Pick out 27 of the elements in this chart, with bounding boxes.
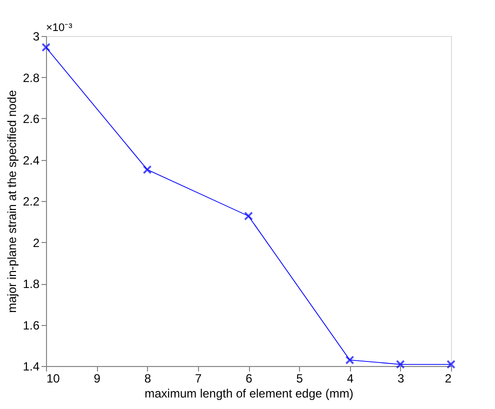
x-tick-label: 7 — [195, 372, 202, 386]
point — [396, 360, 405, 369]
point — [142, 165, 152, 174]
x-axis-title: maximum length of element edge (mm) — [144, 386, 354, 400]
x-tick-label: 9 — [94, 372, 101, 386]
x-tick-label: 4 — [346, 372, 354, 386]
x-tick-label: 3 — [398, 372, 405, 386]
y-tick-label: 2.2 — [22, 194, 40, 208]
y-tick-label: 1.8 — [22, 277, 40, 291]
text: ×10⁻³ — [46, 22, 73, 34]
point — [244, 212, 253, 220]
point — [42, 42, 50, 52]
point — [446, 360, 456, 369]
x-tick-label: 5 — [296, 372, 304, 386]
y-tick-label: 1.4 — [22, 360, 40, 374]
x-tick-label: 2 — [444, 372, 452, 386]
x-tick-label: 8 — [144, 372, 152, 386]
y-tick-label: 2.8 — [22, 70, 40, 85]
x-tick-label: 6 — [246, 372, 253, 386]
y-tick-label: 1.6 — [22, 318, 40, 332]
y-axis-title: major in-plane strain at the specified node — [4, 90, 19, 313]
y-tick-label: 2.6 — [22, 112, 40, 126]
x-tick-label: 10 — [46, 372, 60, 386]
y-tick-label: 3 — [32, 30, 40, 44]
y-tick-label: 2.4 — [22, 153, 40, 168]
y-tick-label: 2 — [32, 236, 40, 250]
point — [345, 356, 354, 364]
